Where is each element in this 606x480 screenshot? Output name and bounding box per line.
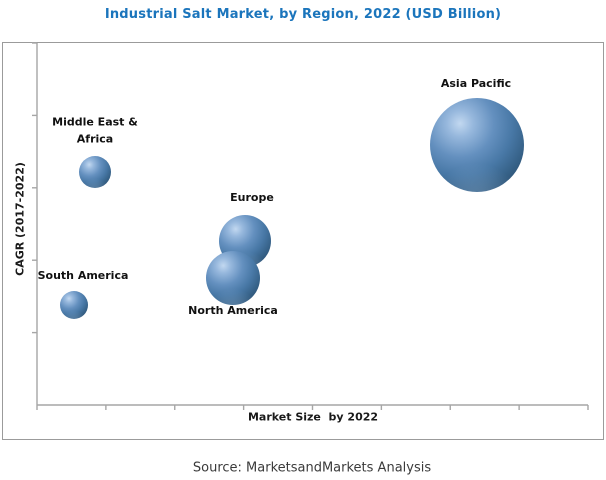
source-text: Source: MarketsandMarkets Analysis [192, 460, 432, 476]
bubble-label-middle-east-africa: Middle East & Africa [52, 115, 138, 146]
x-axis-label: Market Size by 2022 [247, 410, 379, 424]
bubble-label-south-america: South America [37, 268, 129, 282]
bubble-south-america [60, 291, 88, 319]
y-axis-label: CAGR (2017-2022) [13, 162, 27, 276]
bubble-middle-east-africa [79, 156, 111, 188]
bubble-asia-pacific [430, 98, 524, 192]
bubble-label-europe: Europe [230, 190, 274, 204]
bubble-label-north-america: North America [188, 303, 278, 317]
chart-title: Industrial Salt Market, by Region, 2022 … [104, 7, 502, 22]
bubble-north-america [206, 251, 260, 305]
bubble-label-asia-pacific: Asia Pacific [440, 76, 512, 90]
